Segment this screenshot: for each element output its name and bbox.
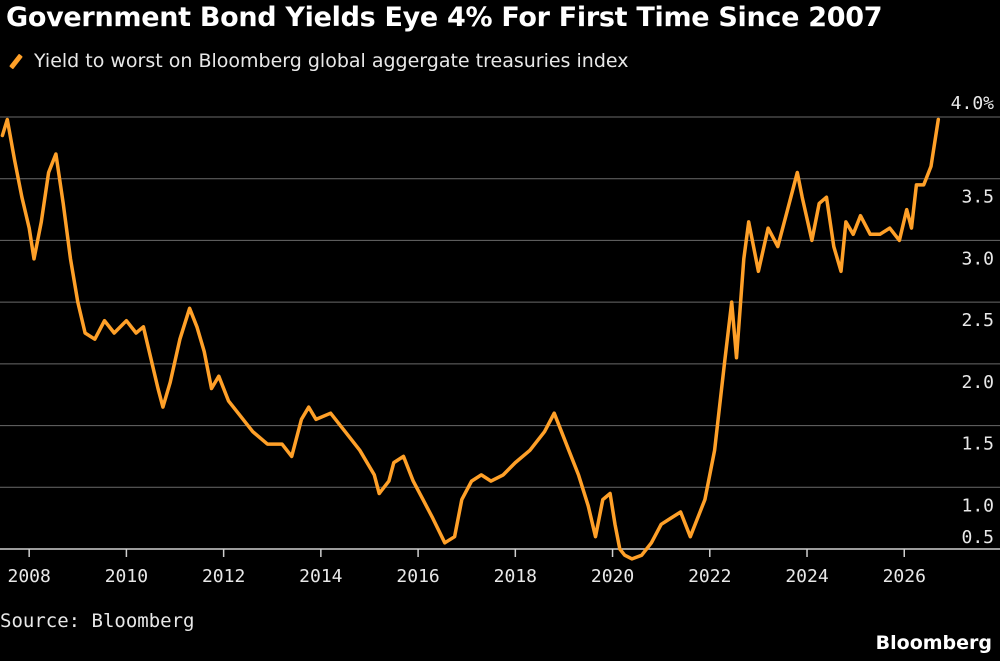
y-tick-label: 0.5 <box>961 527 994 548</box>
y-tick-label: 4.0% <box>951 93 995 114</box>
series-line <box>0 117 941 561</box>
y-axis-ticks: 4.0% 3.5 3.0 2.5 2.0 1.5 1.0 0.5 <box>951 93 995 548</box>
x-axis-ticks: 2008 2010 2012 2014 2016 2018 2020 2022 2024 2026 <box>7 549 926 587</box>
y-tick-label: 1.5 <box>961 434 994 455</box>
x-tick-label: 2010 <box>105 566 148 587</box>
x-tick-label: 2020 <box>591 566 634 587</box>
source-note: Source: Bloomberg <box>0 610 195 632</box>
grid-lines <box>0 116 1000 550</box>
x-tick-label: 2014 <box>299 566 342 587</box>
x-tick-label: 2022 <box>688 566 731 587</box>
legend-label: Yield to worst on Bloomberg global agger… <box>34 50 629 72</box>
chart-title: Government Bond Yields Eye 4% For First … <box>6 2 883 33</box>
x-tick-label: 2008 <box>7 566 50 587</box>
x-tick-label: 2024 <box>785 566 828 587</box>
y-tick-label: 2.0 <box>961 372 994 393</box>
y-tick-label: 1.0 <box>961 495 994 516</box>
series-layer <box>0 117 941 561</box>
brand-logo: Bloomberg <box>875 632 992 654</box>
x-tick-label: 2026 <box>883 566 926 587</box>
x-tick-label: 2018 <box>494 566 537 587</box>
legend: Yield to worst on Bloomberg global agger… <box>6 50 628 72</box>
y-tick-label: 3.0 <box>961 248 994 269</box>
x-tick-label: 2012 <box>202 566 245 587</box>
y-tick-label: 2.5 <box>961 310 994 331</box>
x-tick-label: 2016 <box>396 566 439 587</box>
y-tick-label: 3.5 <box>961 187 994 208</box>
